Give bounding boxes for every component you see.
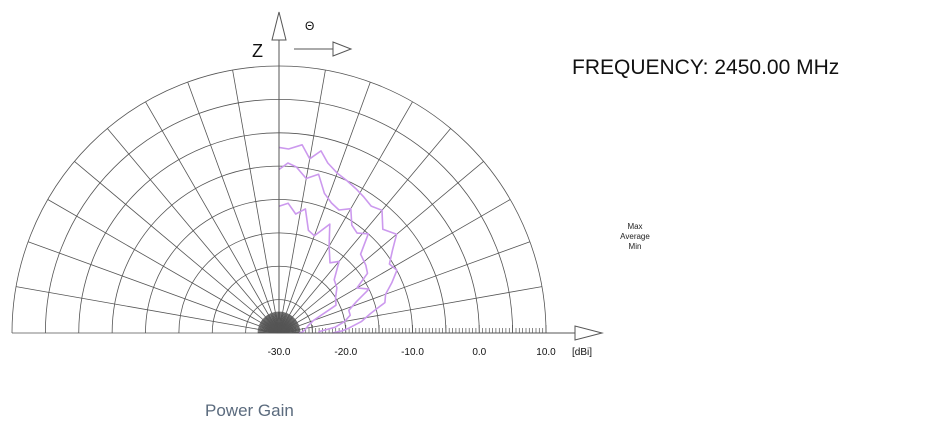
grid-spoke bbox=[187, 81, 280, 334]
grid-spoke bbox=[16, 286, 280, 334]
radial-tick-label: -30.0 bbox=[268, 347, 291, 358]
grid-spoke bbox=[27, 241, 280, 334]
grid-spoke bbox=[145, 101, 280, 334]
grid-spoke bbox=[74, 161, 280, 334]
series-average-line bbox=[278, 162, 370, 334]
grid-spoke bbox=[278, 199, 511, 334]
z-axis-arrowhead bbox=[271, 11, 287, 41]
radial-tick-label: -10.0 bbox=[401, 347, 424, 358]
theta-arrowhead bbox=[332, 41, 353, 57]
grid-spoke bbox=[278, 70, 326, 334]
radial-axis-arrowhead bbox=[574, 325, 604, 341]
theta-label: Θ bbox=[305, 19, 314, 33]
frequency-label: FREQUENCY: 2450.00 MHz bbox=[572, 56, 840, 79]
legend-min: Min bbox=[628, 242, 642, 251]
grid-spoke bbox=[278, 286, 542, 334]
tick-labels: -30.0 -20.0 -10.0 0.0 10.0 [dBi] bbox=[268, 347, 593, 358]
grid-spoke bbox=[232, 70, 280, 334]
grid-spoke bbox=[278, 241, 531, 334]
series-min-line bbox=[278, 202, 340, 334]
legend: Max Average Min bbox=[600, 222, 670, 252]
radial-unit-label: [dBi] bbox=[572, 347, 592, 358]
series-max-line bbox=[278, 144, 398, 334]
z-axis-label: Z bbox=[252, 41, 263, 61]
grid-spoke bbox=[278, 101, 413, 334]
radial-tick-label: -20.0 bbox=[334, 347, 357, 358]
legend-max: Max bbox=[627, 222, 643, 231]
grid-spoke bbox=[278, 128, 451, 334]
series-layer bbox=[278, 144, 398, 334]
grid-spoke bbox=[47, 199, 280, 334]
grid-spoke bbox=[107, 128, 280, 334]
grid-spoke bbox=[278, 161, 484, 334]
chart-caption: Power Gain bbox=[205, 401, 294, 420]
grid-spoke bbox=[278, 81, 371, 334]
radial-tick-label: 0.0 bbox=[472, 347, 486, 358]
legend-average: Average bbox=[620, 232, 650, 241]
radial-tick-label: 10.0 bbox=[536, 347, 556, 358]
